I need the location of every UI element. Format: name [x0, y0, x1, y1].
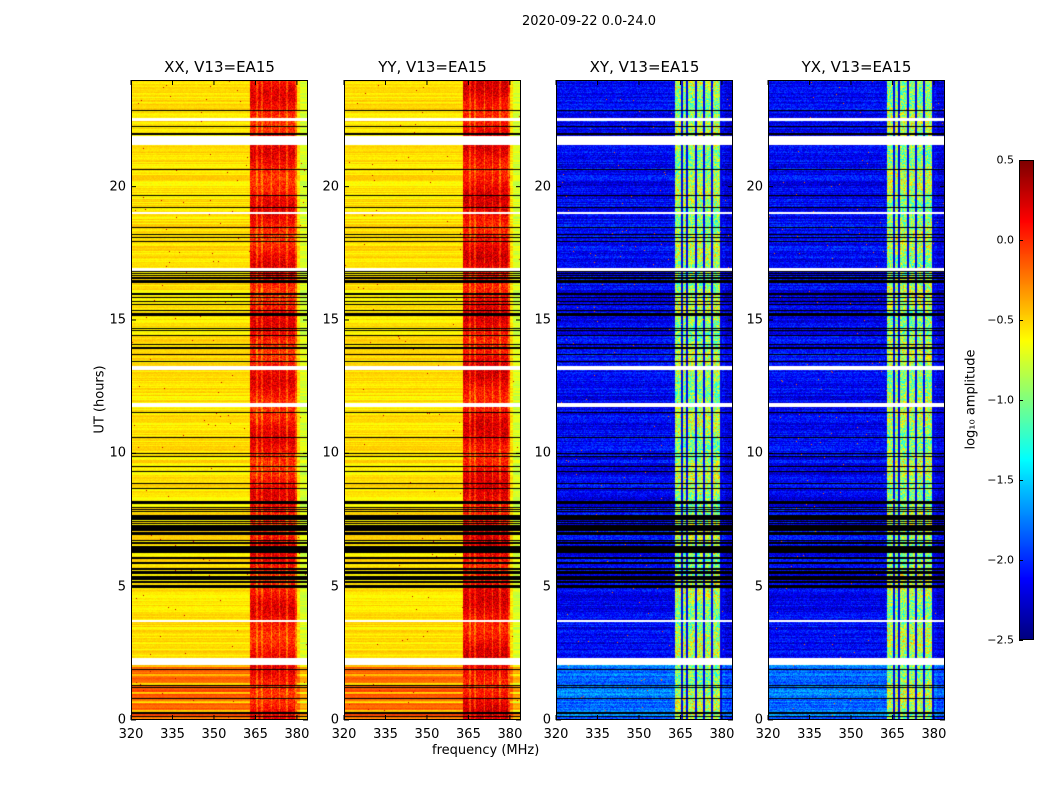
figure-title: 2020-09-22 0.0-24.0: [522, 14, 656, 29]
panel-yy: 320 335 350 365 380 0 5 10 15 20 YY, V13=EA15: [322, 58, 522, 742]
y-tick-label: 20: [534, 179, 551, 195]
y-axis-label: UT (hours): [92, 365, 108, 434]
x-tick-label: 335: [797, 727, 822, 742]
y-tick-label: 10: [746, 445, 763, 461]
x-axis-label: frequency (MHz): [432, 743, 540, 758]
colorbar-tick-mark: [1019, 640, 1023, 641]
panel-yx: 320 335 350 365 380 0 5 10 15 20 YX, V13=EA15: [746, 58, 946, 742]
heatmap-image: [131, 80, 308, 720]
panel-title: XX, V13=EA15: [164, 58, 275, 76]
y-tick-label: 0: [330, 712, 339, 728]
x-tick-label: 335: [585, 727, 610, 742]
colorbar-gradient: [1020, 161, 1033, 639]
colorbar-tick-mark: [1019, 240, 1023, 241]
x-tick-label: 320: [331, 727, 357, 742]
heatmap-image: [768, 80, 945, 720]
x-tick-label: 380: [284, 727, 310, 742]
colorbar-tick-label: 0.5: [996, 153, 1015, 167]
x-tick-label: 365: [456, 727, 481, 742]
heatmap-image: [556, 80, 733, 720]
axes-frame: [130, 80, 308, 721]
colorbar-tick-mark: [1019, 560, 1023, 561]
x-tick-label: 335: [160, 727, 185, 742]
x-tick-label: 350: [626, 727, 652, 742]
x-tick-label: 365: [243, 727, 268, 742]
panel-title: YX, V13=EA15: [801, 58, 912, 76]
y-tick-label: 5: [542, 579, 551, 595]
y-tick-label: 15: [322, 312, 339, 328]
panel-xy: 320 335 350 365 380 0 5 10 15 20 XY, V13=EA15: [534, 58, 734, 742]
colorbar-tick-label: −1.5: [987, 473, 1014, 487]
x-tick-label: 380: [921, 727, 947, 742]
axes-frame: [767, 80, 945, 721]
y-tick-label: 20: [322, 179, 339, 195]
panel-xx: 320 335 350 365 380 0 5 10 15 20 XX, V13=EA15: [109, 58, 309, 742]
y-tick-label: 5: [330, 579, 339, 595]
panel-title: YY, V13=EA15: [378, 58, 487, 76]
x-tick-label: 365: [880, 727, 905, 742]
colorbar-tick-label: −2.5: [987, 633, 1014, 647]
y-tick-label: 15: [109, 312, 126, 328]
axes-frame: [555, 80, 733, 721]
axes-frame: [343, 80, 521, 721]
y-tick-label: 10: [322, 445, 339, 461]
x-tick-label: 380: [709, 727, 735, 742]
y-tick-label: 10: [109, 445, 126, 461]
y-tick-label: 0: [117, 712, 126, 728]
y-tick-label: 15: [534, 312, 551, 328]
y-tick-label: 20: [746, 179, 763, 195]
x-tick-label: 320: [118, 727, 144, 742]
colorbar-tick-mark: [1019, 400, 1023, 401]
y-tick-label: 0: [542, 712, 551, 728]
colorbar-tick-label: −1.0: [987, 393, 1014, 407]
y-tick-label: 0: [754, 712, 763, 728]
x-tick-label: 320: [755, 727, 781, 742]
y-tick-label: 5: [754, 579, 763, 595]
x-tick-label: 350: [414, 727, 440, 742]
x-tick-label: 365: [668, 727, 693, 742]
colorbar-tick-label: −2.0: [987, 553, 1014, 567]
y-tick-label: 20: [109, 179, 126, 195]
y-tick-label: 15: [746, 312, 763, 328]
x-tick-label: 350: [201, 727, 227, 742]
x-tick-label: 350: [838, 727, 864, 742]
colorbar-tick-label: 0.0: [996, 233, 1015, 247]
y-tick-label: 10: [534, 445, 551, 461]
heatmap-image: [344, 80, 521, 720]
colorbar-tick-label: −0.5: [987, 313, 1014, 327]
x-tick-label: 320: [543, 727, 569, 742]
x-tick-label: 380: [497, 727, 523, 742]
x-tick-label: 335: [373, 727, 398, 742]
colorbar-tick-mark: [1019, 160, 1023, 161]
panel-title: XY, V13=EA15: [589, 58, 700, 76]
colorbar-tick-mark: [1019, 320, 1023, 321]
colorbar-label: log₁₀ amplitude: [963, 349, 979, 450]
colorbar-tick-mark: [1019, 480, 1023, 481]
y-tick-label: 5: [117, 579, 126, 595]
